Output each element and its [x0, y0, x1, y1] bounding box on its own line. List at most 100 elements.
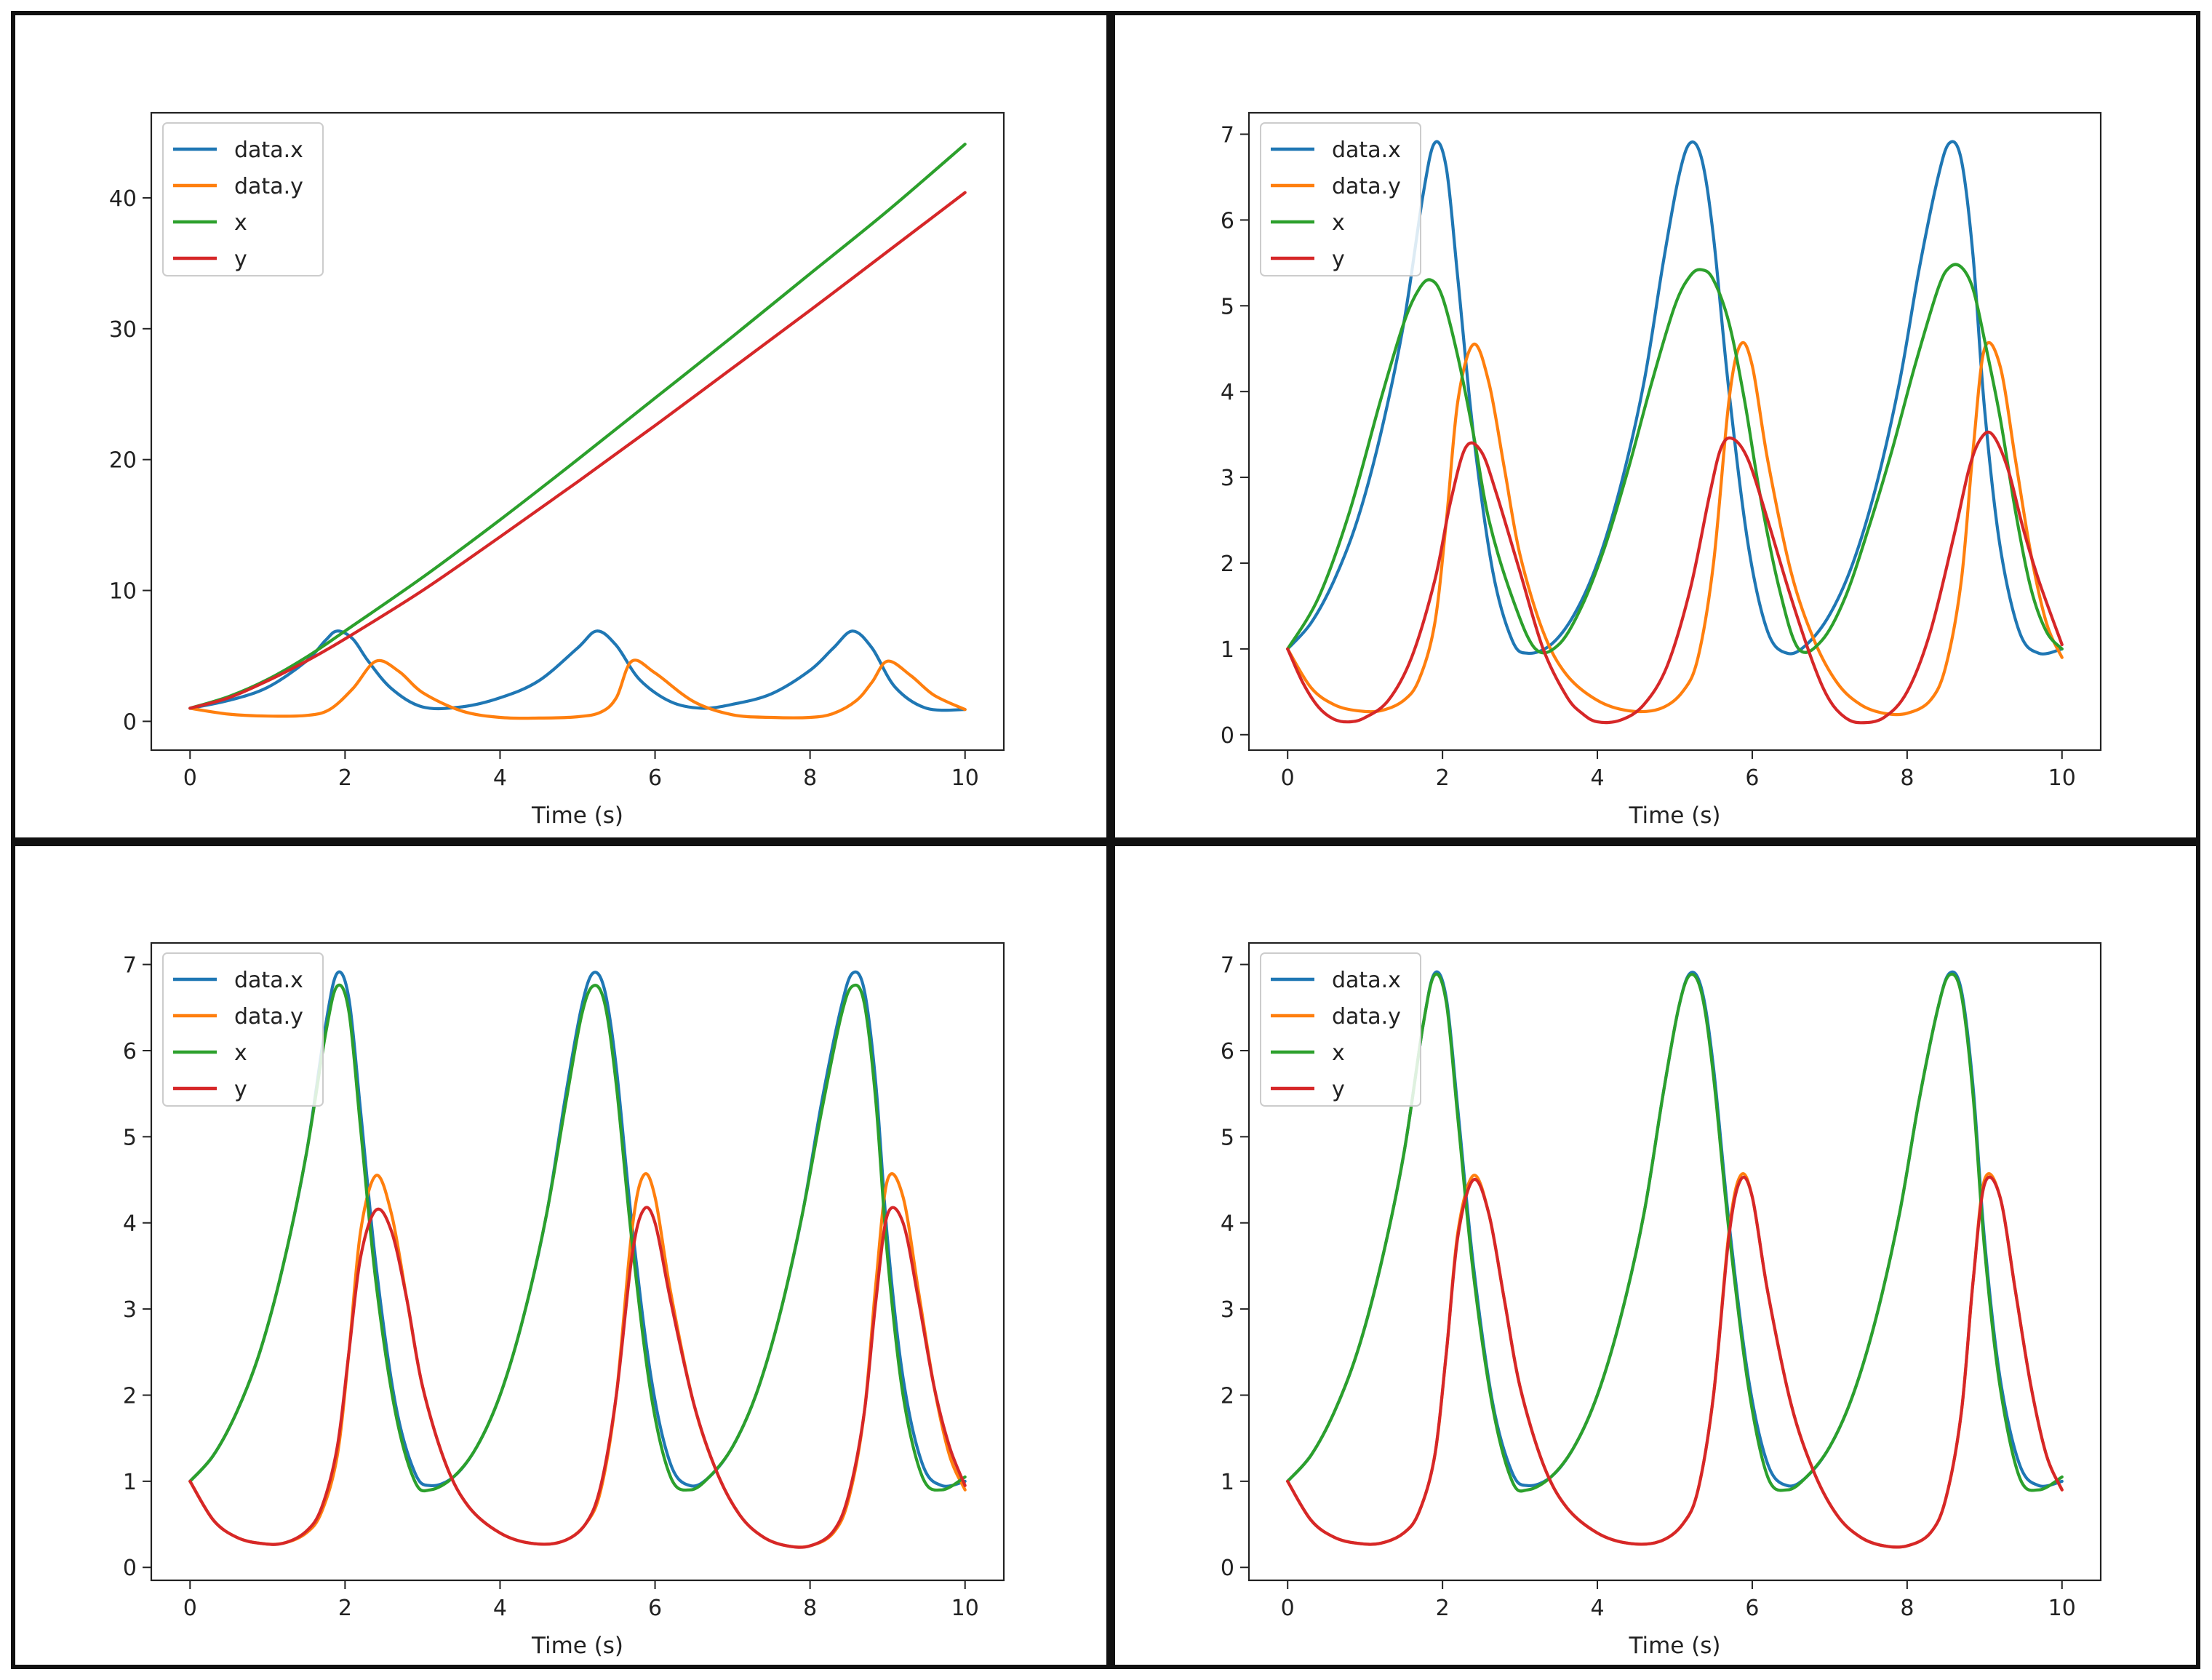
- x-tick-label: 4: [493, 765, 507, 791]
- legend: data.x data.y xy: [162, 122, 324, 276]
- x-tick-label: 6: [648, 765, 662, 791]
- series-line-data-x: [1286, 140, 2064, 656]
- y-tick-label: 5: [1221, 294, 1234, 319]
- series-line-y: [1286, 430, 2064, 725]
- axes-frame: [1247, 941, 2102, 1582]
- legend-entry: data.y: [234, 174, 303, 199]
- y-tick-label: 0: [123, 709, 137, 735]
- axes-frame: [1247, 111, 2102, 752]
- series-lines: [1286, 140, 2064, 725]
- x-tick-label: 0: [183, 765, 197, 791]
- y-tick-label: 20: [109, 448, 137, 474]
- x-tick-label: 8: [1900, 765, 1914, 791]
- x-tick-label: 0: [183, 1596, 197, 1621]
- series-lines: [1286, 970, 2064, 1549]
- series-line-x: [1286, 972, 2064, 1493]
- legend-box: [1260, 122, 1421, 276]
- legend-entry: data.y: [1332, 1004, 1401, 1030]
- y-tick-label: 30: [109, 317, 137, 343]
- y-tick-label: 7: [1221, 122, 1234, 148]
- x-tick-label: 10: [951, 765, 979, 791]
- x-tick-label: 4: [1590, 1596, 1604, 1621]
- y-tick-label: 5: [1221, 1125, 1234, 1150]
- y-tick-label: 0: [1221, 1556, 1234, 1581]
- y-tick-label: 4: [1221, 1211, 1234, 1237]
- y-tick-label: 3: [1221, 466, 1234, 491]
- series-line-y: [188, 1206, 967, 1549]
- x-axis-label: Time (s): [1628, 803, 1720, 829]
- x-axis-label: Time (s): [531, 1633, 623, 1659]
- series-line-x: [1286, 263, 2064, 655]
- legend: data.x data.y xy: [162, 952, 324, 1107]
- x-tick-label: 4: [493, 1596, 507, 1621]
- legend-box: [162, 122, 324, 276]
- legend-entry: y: [1332, 247, 1345, 272]
- y-tick-label: 10: [109, 579, 137, 605]
- y-tick-label: 7: [123, 953, 137, 979]
- y-tick-label: 5: [123, 1125, 137, 1150]
- y-tick-label: 6: [1221, 1039, 1234, 1064]
- x-tick-label: 6: [1745, 1596, 1759, 1621]
- legend-box: [162, 952, 324, 1107]
- legend-entry: x: [234, 1040, 247, 1066]
- series-lines: [188, 143, 967, 720]
- series-lines: [188, 970, 967, 1549]
- panel-frame-1: [11, 11, 1111, 842]
- y-tick-label: 6: [1221, 208, 1234, 234]
- x-tick-label: 6: [1745, 765, 1759, 791]
- y-tick-label: 40: [109, 186, 137, 212]
- x-tick-label: 8: [1900, 1596, 1914, 1621]
- legend-entry: data.y: [1332, 174, 1401, 199]
- chart-panel-3: 0 2 4 6 8 10 0 1 2 3 4 5 6 7 Time (s) data.x data.y xy: [123, 941, 1005, 1659]
- axes-frame: [150, 941, 1005, 1582]
- x-tick-label: 0: [1281, 765, 1295, 791]
- y-tick-label: 0: [1221, 723, 1234, 749]
- panel-frame-3: [11, 842, 1111, 1669]
- series-line-data-x: [188, 970, 967, 1488]
- chart-panel-4: 0 2 4 6 8 10 0 1 2 3 4 5 6 7 Time (s) data.x data.y xy: [1221, 941, 2102, 1659]
- panel-frame-4: [1111, 842, 2200, 1669]
- y-tick-label: 0: [123, 1556, 137, 1581]
- legend-entry: x: [1332, 210, 1345, 236]
- legend-entry: y: [234, 1077, 247, 1102]
- x-tick-label: 4: [1590, 765, 1604, 791]
- panel-frame-2: [1111, 11, 2200, 842]
- x-tick-label: 0: [1281, 1596, 1295, 1621]
- x-tick-label: 10: [2048, 1596, 2076, 1621]
- x-tick-label: 6: [648, 1596, 662, 1621]
- legend-entry: y: [1332, 1077, 1345, 1102]
- series-line-y: [188, 191, 967, 710]
- y-tick-label: 2: [1221, 552, 1234, 577]
- x-axis-label: Time (s): [1628, 1633, 1720, 1659]
- legend-box: [1260, 952, 1421, 1107]
- legend-entry: data.y: [234, 1004, 303, 1030]
- x-tick-label: 8: [803, 765, 817, 791]
- x-tick-label: 10: [2048, 765, 2076, 791]
- y-tick-label: 1: [123, 1470, 137, 1495]
- series-line-data-x: [188, 629, 967, 712]
- x-tick-label: 2: [1436, 765, 1450, 791]
- legend-entry: data.x: [1332, 138, 1401, 163]
- legend-entry: data.x: [234, 138, 303, 163]
- x-tick-label: 8: [803, 1596, 817, 1621]
- legend-entry: data.x: [1332, 968, 1401, 993]
- series-line-x: [188, 143, 967, 710]
- x-tick-label: 2: [338, 1596, 352, 1621]
- series-line-data-y: [188, 658, 967, 720]
- x-tick-label: 10: [951, 1596, 979, 1621]
- axes-frame: [150, 111, 1005, 752]
- legend-entry: data.x: [234, 968, 303, 993]
- y-tick-label: 6: [123, 1039, 137, 1064]
- y-tick-label: 4: [1221, 380, 1234, 405]
- legend: data.x data.y xy: [1260, 122, 1421, 276]
- chart-panel-1: 0 2 4 6 8 10 0 10 20 30 40 Time (s) data.x data.y xy: [109, 111, 1005, 829]
- series-line-x: [188, 983, 967, 1493]
- y-tick-label: 4: [123, 1211, 137, 1237]
- y-tick-label: 1: [1221, 637, 1234, 663]
- y-tick-label: 2: [1221, 1383, 1234, 1409]
- y-tick-label: 3: [1221, 1297, 1234, 1323]
- y-tick-label: 3: [123, 1297, 137, 1323]
- legend-entry: x: [234, 210, 247, 236]
- x-tick-label: 2: [338, 765, 352, 791]
- y-tick-label: 1: [1221, 1470, 1234, 1495]
